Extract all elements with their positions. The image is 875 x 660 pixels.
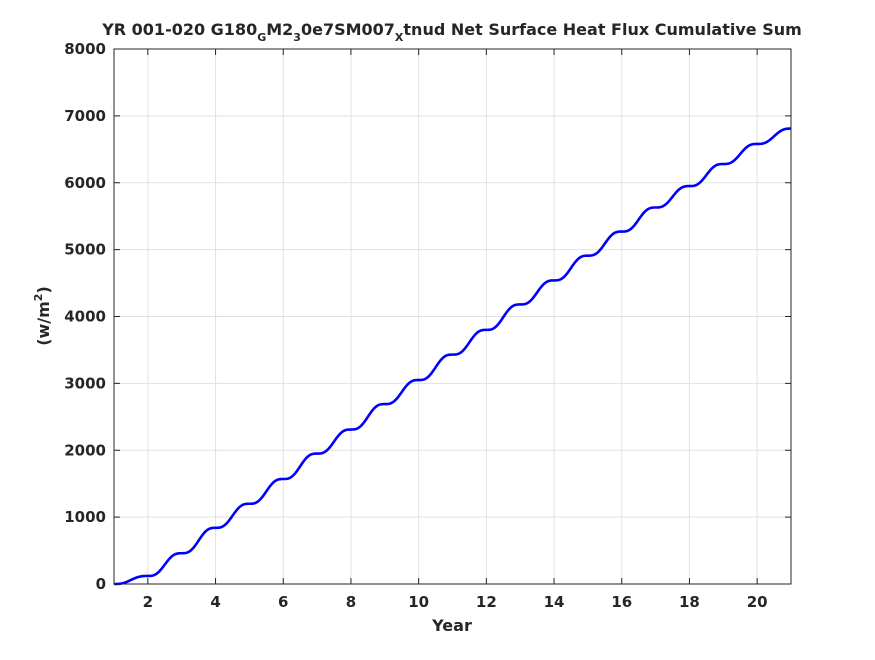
x-tick-label: 16 xyxy=(611,593,632,611)
axes: 2 4 6 8 10 12 14 16 18 20 0 1000 2000 3000 4000 5000 600… xyxy=(64,40,792,611)
series-layer xyxy=(113,127,792,586)
x-tick-label: 4 xyxy=(210,593,220,611)
x-tick-label: 8 xyxy=(346,593,356,611)
y-tick-label: 7000 xyxy=(64,107,106,125)
x-tick-label: 6 xyxy=(278,593,288,611)
title-part-2: M2 xyxy=(266,20,293,39)
y-tick-label: 0 xyxy=(96,575,106,593)
title-subscript-1: G xyxy=(257,31,266,44)
x-tick-label: 10 xyxy=(408,593,429,611)
y-tick-label: 3000 xyxy=(64,374,106,392)
y-tick-label: 6000 xyxy=(64,174,106,192)
x-tick-label: 14 xyxy=(544,593,565,611)
y-tick-label: 2000 xyxy=(64,441,106,459)
y-tick-label: 4000 xyxy=(64,308,106,326)
title-subscript-3: X xyxy=(395,31,404,44)
title-part-1: YR 001-020 G180 xyxy=(101,20,257,39)
x-tick-label: 18 xyxy=(679,593,700,611)
chart-title: YR 001-020 G180GM230e7SM007Xtnud Net Sur… xyxy=(101,20,802,44)
title-subscript-2: 3 xyxy=(293,31,301,44)
y-tick-label: 8000 xyxy=(64,40,106,58)
y-tick-label: 5000 xyxy=(64,241,106,259)
x-axis-label: Year xyxy=(431,616,472,635)
series-line xyxy=(113,127,792,586)
x-tick-label: 20 xyxy=(747,593,768,611)
x-tick-label: 12 xyxy=(476,593,497,611)
x-tick-label: 2 xyxy=(143,593,153,611)
title-part-3: 0e7SM007 xyxy=(301,20,395,39)
y-axis-label-superscript: 2 xyxy=(32,294,45,302)
y-tick-label: 1000 xyxy=(64,508,106,526)
y-axis-label: (w/m2) xyxy=(32,286,53,346)
y-axis-label-end: ) xyxy=(34,286,53,293)
y-axis-label-main: (w/m xyxy=(34,301,53,346)
title-part-4: tnud Net Surface Heat Flux Cumulative Su… xyxy=(403,20,801,39)
